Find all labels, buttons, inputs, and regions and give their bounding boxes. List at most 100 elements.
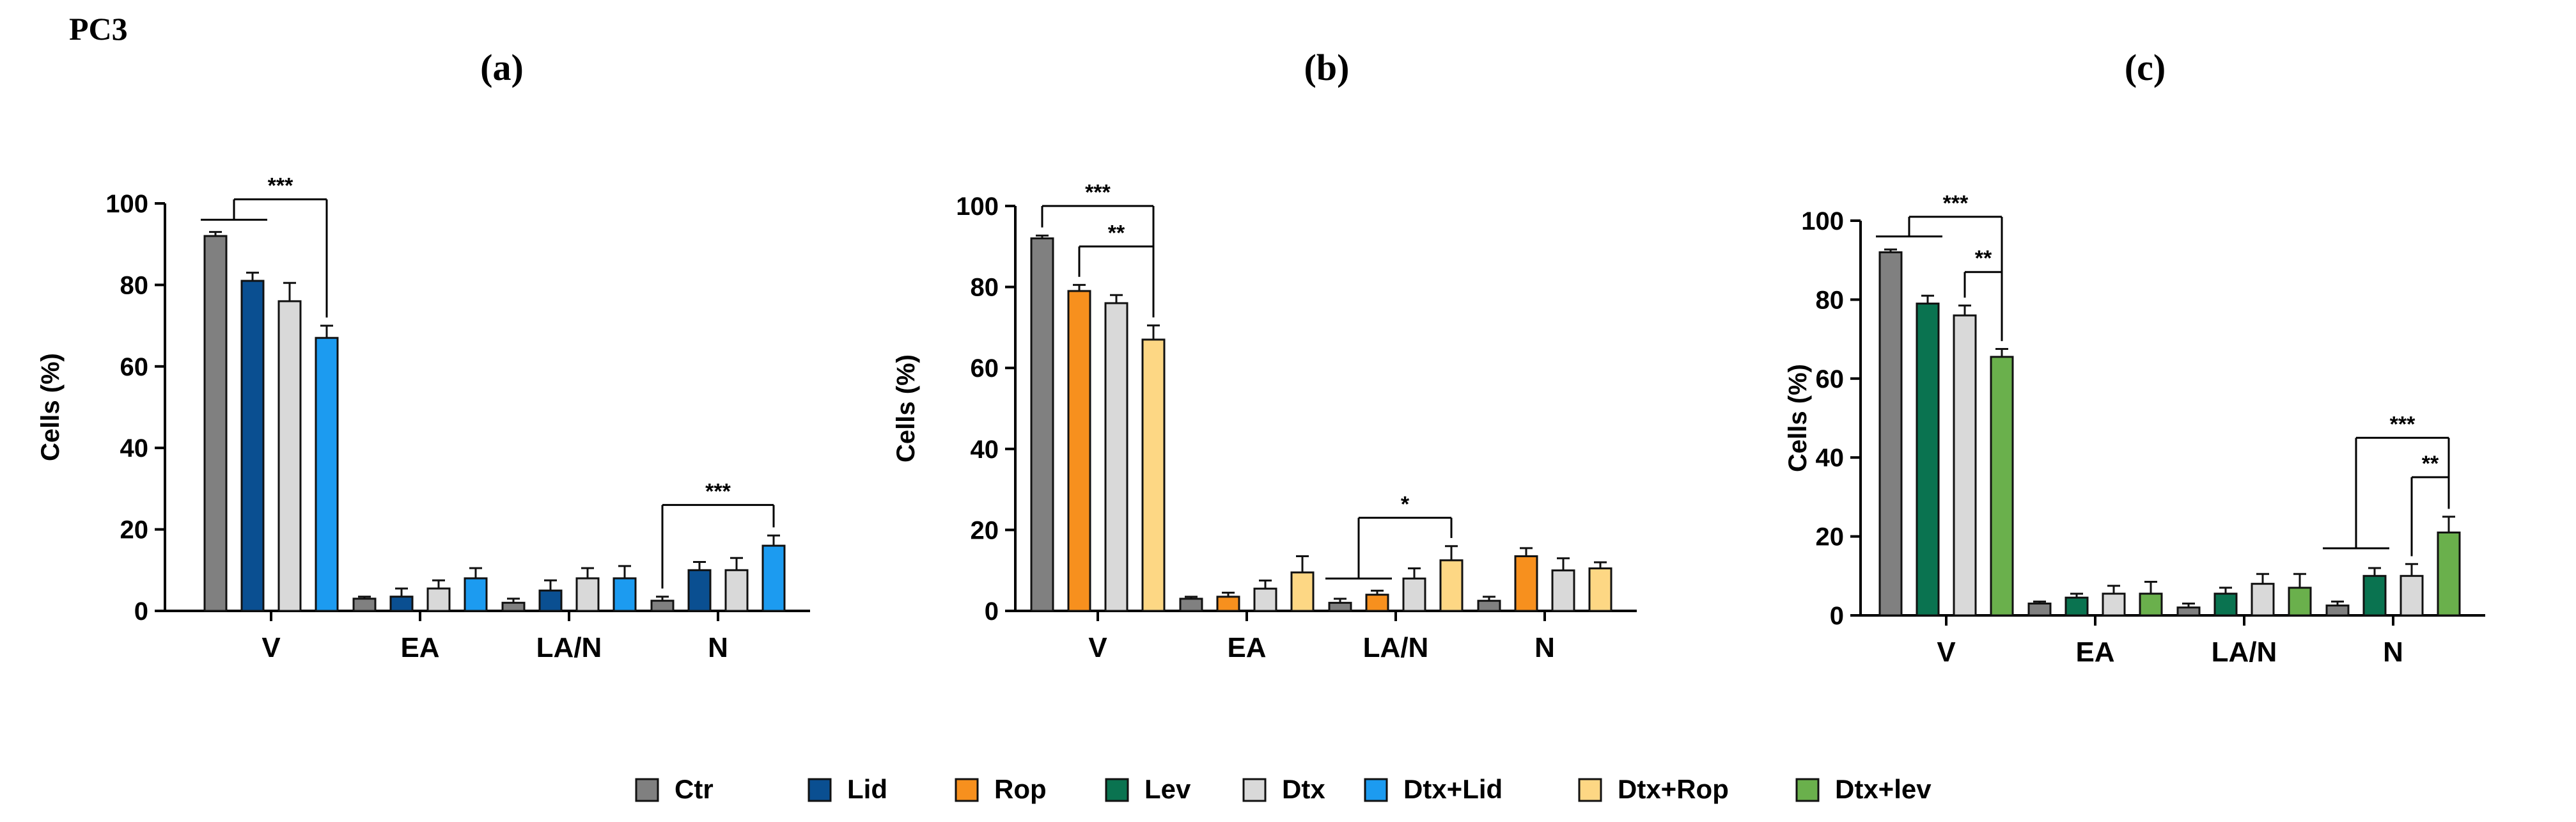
y-tick-label: 80 [971,274,999,302]
y-tick-label: 40 [120,434,149,462]
bar-Ctr-V [1878,251,1903,617]
bar-Ctr-N [1477,599,1501,612]
legend-label-Lev: Lev [1144,774,1191,804]
legend: Ctr Lid Rop Lev Dtx Dtx+Lid Dtx+Rop Dtx+lev [635,774,1932,804]
y-tick-label: 20 [120,516,149,544]
y-tick-label: 60 [971,354,999,383]
significance-label: ** [2422,452,2439,476]
y-tick-label: 100 [105,190,148,218]
panel-label: (c) [2125,47,2166,88]
bar-Dtx-V [1953,314,1977,617]
legend-label-Lid: Lid [847,774,887,804]
bar-Dtx-EA [426,587,451,612]
bar-Ctr-LA/N [1328,601,1352,612]
bar-Rop-N [1514,555,1538,612]
x-tick-label: EA [2075,636,2114,668]
legend-swatch-Lev [1105,778,1129,802]
y-tick-label: 100 [1801,207,1844,235]
legend-swatch-Dtx+lev [1795,778,1820,802]
bar-Ctr-LA/N [2176,606,2201,617]
bar-Lid-LA/N [538,589,563,612]
bar-Dtx-N [2400,574,2424,617]
legend-swatch-Dtx+Lid [1364,778,1388,802]
panel-label: (a) [480,47,524,88]
significance-label: *** [705,479,731,503]
significance-label: *** [1085,180,1111,205]
y-tick-label: 40 [971,436,999,464]
legend-label-Rop: Rop [994,774,1047,804]
y-tick-label: 0 [985,597,999,626]
bar-Dtx-N [724,569,749,612]
bar-Dtx-EA [2102,592,2126,617]
y-tick-label: 60 [1816,365,1845,393]
x-tick-label: LA/N [1363,632,1429,663]
bar-Ctr-V [203,235,228,612]
bar-Lid-N [687,569,712,612]
bar-Ctr-V [1030,237,1054,612]
bar-Dtx-V [277,300,302,612]
y-tick-label: 0 [1830,602,1844,630]
bar-Dtx+lev-V [1990,356,2014,617]
x-tick-label: V [262,632,281,663]
y-tick-label: 20 [1816,523,1845,551]
bar-Dtx+Rop-V [1141,338,1166,612]
bar-Ctr-EA [2027,602,2052,617]
legend-swatch-Rop [955,778,979,802]
x-tick-label: LA/N [536,632,602,663]
bar-Rop-EA [1216,596,1240,612]
bar-Rop-V [1067,290,1091,612]
bar-Lid-V [240,280,265,612]
y-tick-label: 60 [120,353,149,381]
bar-Ctr-LA/N [501,601,526,612]
x-tick-label: N [1534,632,1555,663]
bar-Dtx-LA/N [575,577,600,612]
x-tick-label: V [1937,636,1956,668]
bar-Lev-LA/N [2213,592,2238,617]
legend-label-Dtx+Rop: Dtx+Rop [1618,774,1729,804]
x-tick-label: N [708,632,728,663]
significance-label: *** [1943,191,1969,216]
y-tick-label: 20 [971,516,999,544]
y-axis-label: Cells (%) [36,353,65,461]
legend-label-Dtx: Dtx [1282,774,1325,804]
legend-swatch-Dtx+Rop [1578,778,1602,802]
significance-label: *** [2390,412,2416,436]
significance-label: ** [1975,246,1992,271]
bar-Dtx-N [1551,569,1575,612]
bar-Dtx+Rop-LA/N [1439,559,1464,612]
figure-title: PC3 [69,11,128,47]
bar-Dtx+Lid-V [315,336,339,612]
bar-Dtx-LA/N [1402,577,1426,612]
bar-Dtx-LA/N [2251,583,2275,617]
bar-Rop-LA/N [1365,594,1389,612]
bar-Dtx+Lid-LA/N [613,577,637,612]
legend-label-Ctr: Ctr [675,774,714,804]
y-tick-label: 0 [134,597,148,626]
bar-Dtx+lev-EA [2139,592,2163,617]
x-tick-label: N [2383,636,2403,668]
bar-Dtx+Rop-EA [1290,571,1315,612]
bar-Lev-EA [2065,596,2089,617]
bar-Dtx-V [1104,302,1128,612]
bar-Lid-EA [389,596,414,612]
y-tick-label: 100 [956,193,999,221]
bar-Ctr-N [650,599,675,612]
x-tick-label: LA/N [2212,636,2277,668]
panel-label: (b) [1304,47,1350,88]
y-axis-label: Cells (%) [1784,364,1812,472]
chart-panel-0: (a) 0 20 40 60 80 100 Cells (%) V EA LA/N N *** *** [36,47,810,663]
legend-swatch-Lid [808,778,832,802]
x-tick-label: V [1088,632,1107,663]
bar-Dtx+lev-LA/N [2288,587,2312,617]
legend-swatch-Dtx [1242,778,1267,802]
significance-label: ** [1108,221,1125,245]
bar-Lev-N [2362,574,2387,617]
bar-Dtx+Lid-EA [464,577,488,612]
y-tick-label: 80 [1816,286,1845,314]
significance-label: *** [268,174,293,198]
y-axis-label: Cells (%) [892,354,920,462]
bar-Ctr-N [2325,605,2350,617]
